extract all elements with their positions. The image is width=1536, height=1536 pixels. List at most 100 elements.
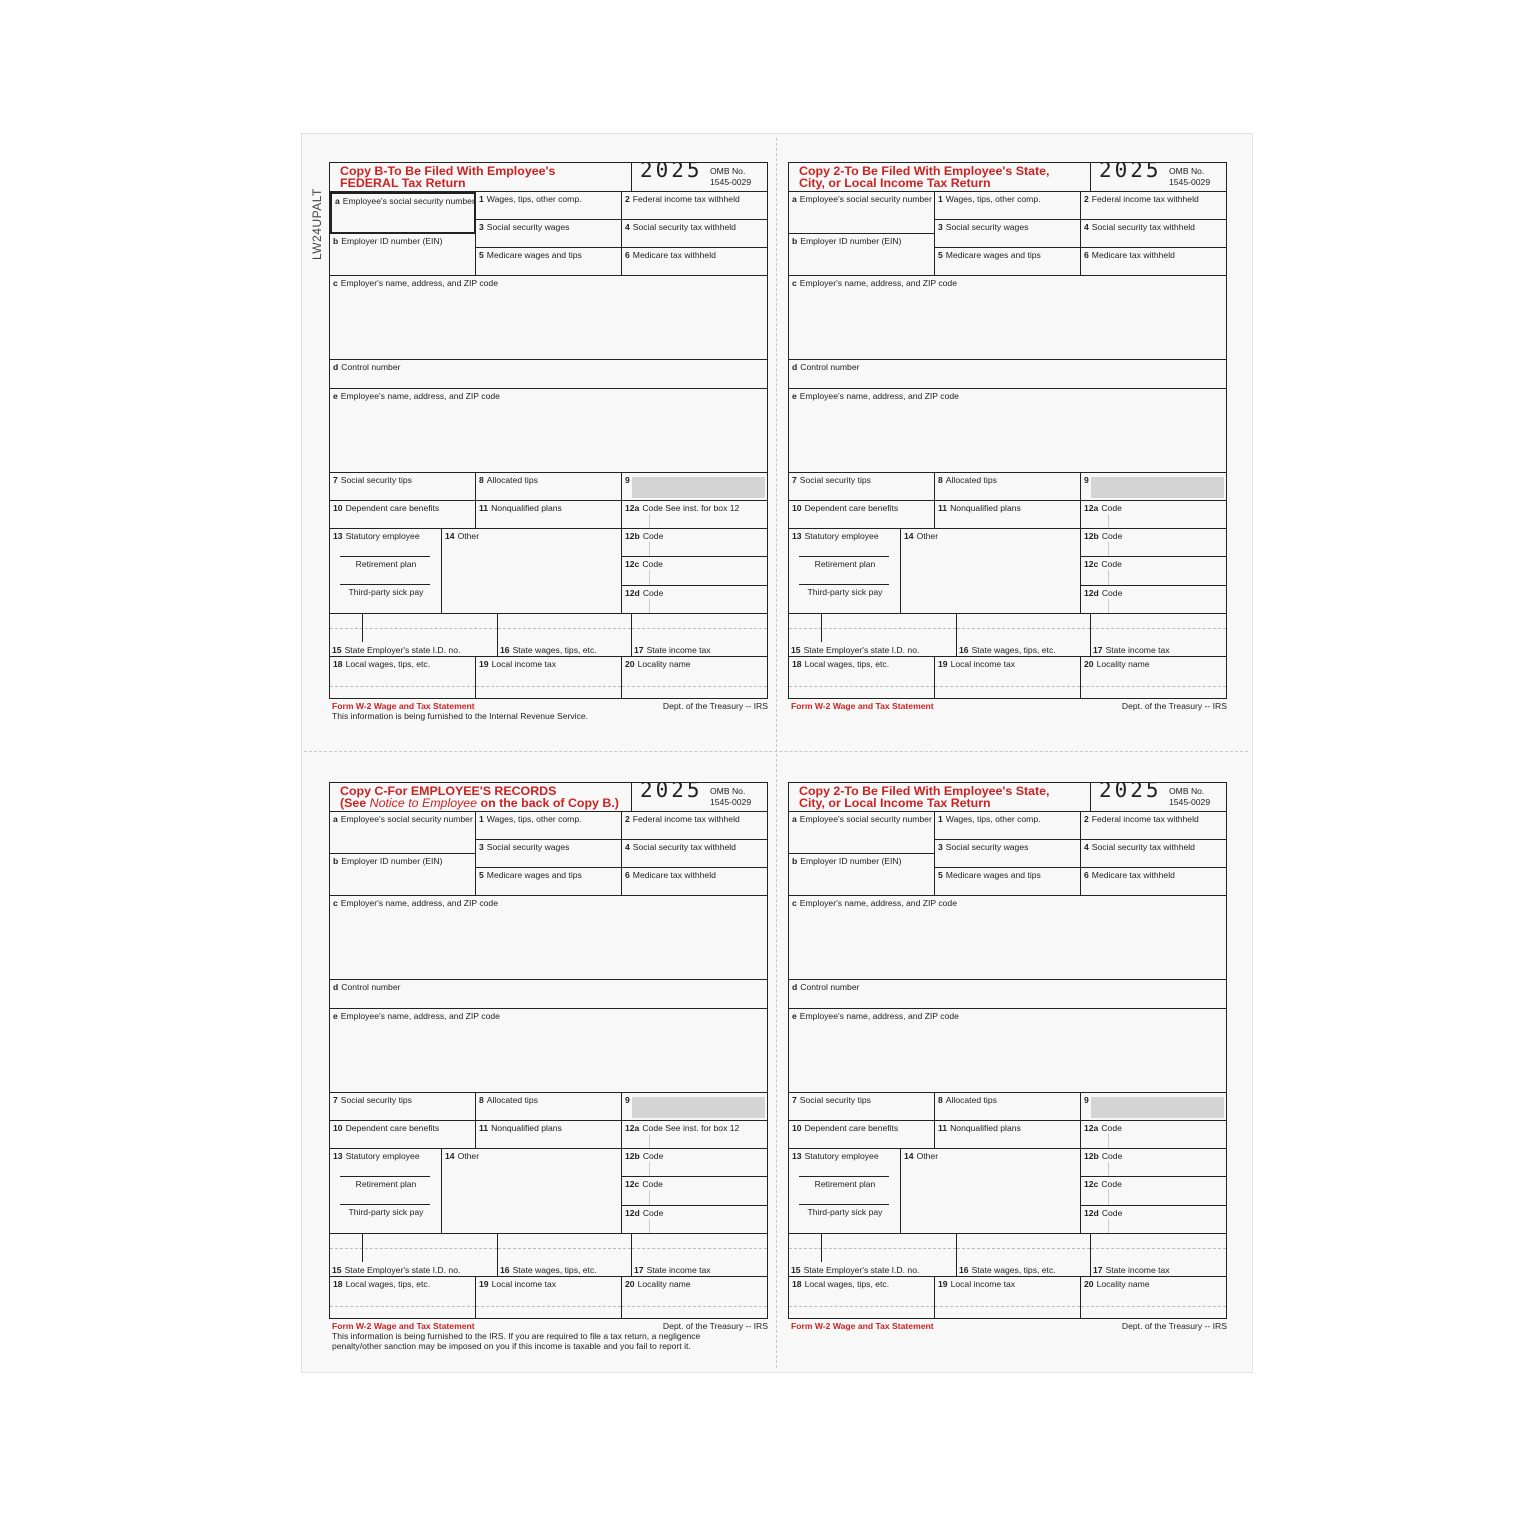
box-20[interactable]: 20 Locality name: [1081, 1277, 1227, 1319]
box-6[interactable]: 6 Medicare tax withheld: [622, 248, 768, 276]
box-a[interactable]: a Employee's social security number: [789, 192, 935, 234]
box-c[interactable]: c Employer's name, address, and ZIP code: [789, 276, 1227, 360]
box-4[interactable]: 4 Social security tax withheld: [622, 220, 768, 248]
box-4[interactable]: 4 Social security tax withheld: [622, 840, 768, 868]
box-17[interactable]: 17 State income tax: [1091, 1234, 1227, 1277]
box-e[interactable]: e Employee's name, address, and ZIP code: [330, 389, 768, 473]
box-6[interactable]: 6 Medicare tax withheld: [1081, 248, 1227, 276]
box-3[interactable]: 3 Social security wages: [935, 840, 1081, 868]
box-2[interactable]: 2 Federal income tax withheld: [622, 812, 768, 840]
box-e[interactable]: e Employee's name, address, and ZIP code: [789, 1009, 1227, 1093]
box-6[interactable]: 6 Medicare tax withheld: [622, 868, 768, 896]
box-13[interactable]: 13 Statutory employee Retirement plan Third…: [789, 529, 901, 614]
box-3[interactable]: 3 Social security wages: [476, 220, 622, 248]
box-8[interactable]: 8 Allocated tips: [476, 1093, 622, 1121]
box-12b[interactable]: 12b Code: [622, 529, 768, 557]
box-12d[interactable]: 12d Code: [1081, 1206, 1227, 1234]
box-14[interactable]: 14 Other: [901, 529, 1081, 614]
box-b[interactable]: b Employer ID number (EIN): [330, 854, 476, 896]
box-15[interactable]: 15 State Employer's state I.D. no.: [789, 1234, 957, 1277]
box-11[interactable]: 11 Nonqualified plans: [935, 1121, 1081, 1149]
box-5[interactable]: 5 Medicare wages and tips: [476, 248, 622, 276]
box-9[interactable]: 9: [622, 473, 768, 501]
box-19[interactable]: 19 Local income tax: [935, 657, 1081, 699]
box-12c[interactable]: 12c Code: [622, 557, 768, 586]
box-10[interactable]: 10 Dependent care benefits: [789, 501, 935, 529]
box-5[interactable]: 5 Medicare wages and tips: [935, 248, 1081, 276]
box-16[interactable]: 16 State wages, tips, etc.: [957, 614, 1091, 657]
box-d[interactable]: d Control number: [330, 980, 768, 1009]
box-20[interactable]: 20 Locality name: [622, 657, 768, 699]
box-14[interactable]: 14 Other: [442, 1149, 622, 1234]
box-5[interactable]: 5 Medicare wages and tips: [935, 868, 1081, 896]
box-19[interactable]: 19 Local income tax: [476, 1277, 622, 1319]
box-16[interactable]: 16 State wages, tips, etc.: [957, 1234, 1091, 1277]
box-1[interactable]: 1 Wages, tips, other comp.: [935, 192, 1081, 220]
box-4[interactable]: 4 Social security tax withheld: [1081, 220, 1227, 248]
box-1[interactable]: 1 Wages, tips, other comp.: [476, 812, 622, 840]
box-15[interactable]: 15 State Employer's state I.D. no.: [789, 614, 957, 657]
box-20[interactable]: 20 Locality name: [622, 1277, 768, 1319]
box-13[interactable]: 13 Statutory employee Retirement plan Third…: [789, 1149, 901, 1234]
box-10[interactable]: 10 Dependent care benefits: [330, 1121, 476, 1149]
box-b[interactable]: b Employer ID number (EIN): [330, 234, 476, 276]
box-12a[interactable]: 12a Code: [1081, 501, 1227, 529]
box-7[interactable]: 7 Social security tips: [789, 473, 935, 501]
box-12d[interactable]: 12d Code: [622, 586, 768, 614]
box-19[interactable]: 19 Local income tax: [476, 657, 622, 699]
box-2[interactable]: 2 Federal income tax withheld: [1081, 812, 1227, 840]
box-12a[interactable]: 12a Code: [1081, 1121, 1227, 1149]
box-12a[interactable]: 12a Code See inst. for box 12: [622, 1121, 768, 1149]
box-a[interactable]: a Employee's social security number: [330, 192, 476, 234]
box-16[interactable]: 16 State wages, tips, etc.: [498, 614, 632, 657]
box-19[interactable]: 19 Local income tax: [935, 1277, 1081, 1319]
box-18[interactable]: 18 Local wages, tips, etc.: [330, 1277, 476, 1319]
box-c[interactable]: c Employer's name, address, and ZIP code: [789, 896, 1227, 980]
box-17[interactable]: 17 State income tax: [632, 614, 768, 657]
box-3[interactable]: 3 Social security wages: [935, 220, 1081, 248]
box-10[interactable]: 10 Dependent care benefits: [330, 501, 476, 529]
box-7[interactable]: 7 Social security tips: [330, 1093, 476, 1121]
box-12b[interactable]: 12b Code: [622, 1149, 768, 1177]
box-12b[interactable]: 12b Code: [1081, 529, 1227, 557]
box-d[interactable]: d Control number: [789, 360, 1227, 389]
box-2[interactable]: 2 Federal income tax withheld: [622, 192, 768, 220]
box-b[interactable]: b Employer ID number (EIN): [789, 854, 935, 896]
box-3[interactable]: 3 Social security wages: [476, 840, 622, 868]
box-15[interactable]: 15 State Employer's state I.D. no.: [330, 614, 498, 657]
box-9[interactable]: 9: [622, 1093, 768, 1121]
box-b[interactable]: b Employer ID number (EIN): [789, 234, 935, 276]
box-13[interactable]: 13 Statutory employee Retirement plan Third…: [330, 1149, 442, 1234]
box-c[interactable]: c Employer's name, address, and ZIP code: [330, 896, 768, 980]
box-7[interactable]: 7 Social security tips: [330, 473, 476, 501]
box-12c[interactable]: 12c Code: [1081, 1177, 1227, 1206]
box-2[interactable]: 2 Federal income tax withheld: [1081, 192, 1227, 220]
box-8[interactable]: 8 Allocated tips: [476, 473, 622, 501]
box-12d[interactable]: 12d Code: [1081, 586, 1227, 614]
box-7[interactable]: 7 Social security tips: [789, 1093, 935, 1121]
box-12c[interactable]: 12c Code: [622, 1177, 768, 1206]
box-14[interactable]: 14 Other: [442, 529, 622, 614]
box-5[interactable]: 5 Medicare wages and tips: [476, 868, 622, 896]
box-a[interactable]: a Employee's social security number: [789, 812, 935, 854]
box-c[interactable]: c Employer's name, address, and ZIP code: [330, 276, 768, 360]
box-e[interactable]: e Employee's name, address, and ZIP code: [789, 389, 1227, 473]
box-17[interactable]: 17 State income tax: [1091, 614, 1227, 657]
box-18[interactable]: 18 Local wages, tips, etc.: [789, 1277, 935, 1319]
box-d[interactable]: d Control number: [789, 980, 1227, 1009]
box-15[interactable]: 15 State Employer's state I.D. no.: [330, 1234, 498, 1277]
box-12a[interactable]: 12a Code See inst. for box 12: [622, 501, 768, 529]
box-1[interactable]: 1 Wages, tips, other comp.: [476, 192, 622, 220]
box-18[interactable]: 18 Local wages, tips, etc.: [330, 657, 476, 699]
box-9[interactable]: 9: [1081, 1093, 1227, 1121]
box-20[interactable]: 20 Locality name: [1081, 657, 1227, 699]
box-d[interactable]: d Control number: [330, 360, 768, 389]
box-16[interactable]: 16 State wages, tips, etc.: [498, 1234, 632, 1277]
box-9[interactable]: 9: [1081, 473, 1227, 501]
box-6[interactable]: 6 Medicare tax withheld: [1081, 868, 1227, 896]
box-11[interactable]: 11 Nonqualified plans: [935, 501, 1081, 529]
box-4[interactable]: 4 Social security tax withheld: [1081, 840, 1227, 868]
box-11[interactable]: 11 Nonqualified plans: [476, 1121, 622, 1149]
box-8[interactable]: 8 Allocated tips: [935, 473, 1081, 501]
box-18[interactable]: 18 Local wages, tips, etc.: [789, 657, 935, 699]
